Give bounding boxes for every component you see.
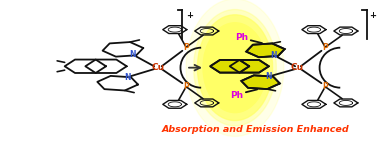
- Text: P: P: [183, 43, 189, 52]
- Ellipse shape: [203, 23, 267, 113]
- Text: Ph: Ph: [230, 91, 243, 100]
- Text: Ph: Ph: [235, 33, 248, 42]
- Ellipse shape: [197, 15, 273, 121]
- Polygon shape: [241, 75, 280, 89]
- Ellipse shape: [194, 9, 276, 126]
- Text: N: N: [266, 72, 272, 81]
- Text: Cu: Cu: [151, 63, 164, 72]
- Text: P: P: [183, 81, 189, 91]
- Ellipse shape: [186, 0, 284, 136]
- Text: Cu: Cu: [290, 63, 304, 72]
- Text: Absorption and Emission Enhanced: Absorption and Emission Enhanced: [162, 125, 350, 134]
- Text: +: +: [186, 11, 193, 20]
- Text: N: N: [124, 73, 130, 82]
- Text: +: +: [370, 11, 376, 20]
- Text: N: N: [129, 50, 136, 60]
- Text: P: P: [322, 81, 328, 91]
- Polygon shape: [230, 60, 269, 73]
- Polygon shape: [210, 60, 249, 73]
- Text: P: P: [322, 43, 328, 52]
- Polygon shape: [246, 43, 285, 57]
- Text: N: N: [271, 51, 277, 60]
